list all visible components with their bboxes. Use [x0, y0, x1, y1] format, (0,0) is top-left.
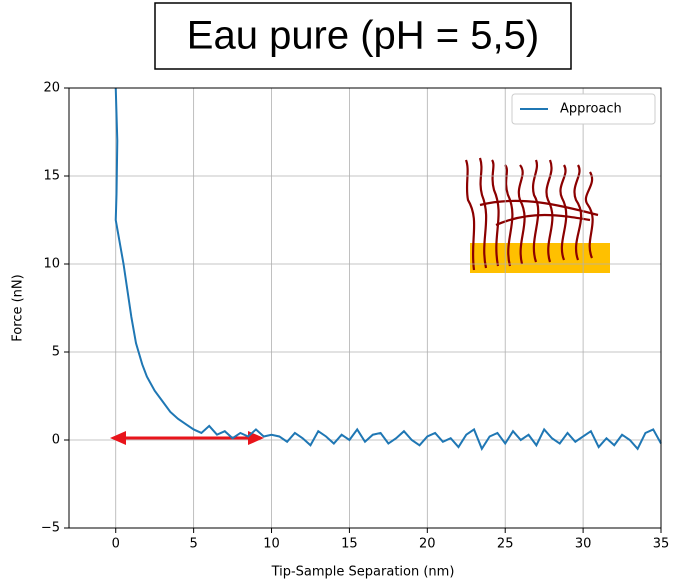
x-tick-label: 15 [341, 537, 358, 552]
y-tick-label: −5 [41, 521, 60, 536]
x-tick-label: 5 [189, 537, 197, 552]
y-tick-label: 20 [43, 81, 60, 96]
arrow-head [248, 431, 264, 445]
legend-box [511, 93, 656, 125]
data-line [114, 87, 662, 451]
x-tick-label: 25 [497, 537, 514, 552]
plot-frame [68, 87, 662, 529]
x-tick-label: 35 [653, 537, 670, 552]
y-tick-label: 15 [43, 169, 60, 184]
x-tick-label: 30 [575, 537, 592, 552]
chart-title: Eau pure (pH = 5,5) [187, 14, 539, 58]
brush-icon [464, 157, 610, 273]
y-axis-label: Force (nN) [11, 274, 26, 341]
arrow-head [110, 431, 126, 445]
x-tick-label: 0 [112, 537, 120, 552]
x-tick-label: 10 [263, 537, 280, 552]
x-tick-label: 20 [419, 537, 436, 552]
y-tick-label: 10 [43, 257, 60, 272]
legend-label: Approach [560, 102, 622, 117]
x-axis-label: Tip-Sample Separation (nm) [271, 565, 455, 580]
title-box [154, 2, 572, 70]
y-tick-label: 5 [52, 345, 60, 360]
y-tick-label: 0 [52, 433, 60, 448]
